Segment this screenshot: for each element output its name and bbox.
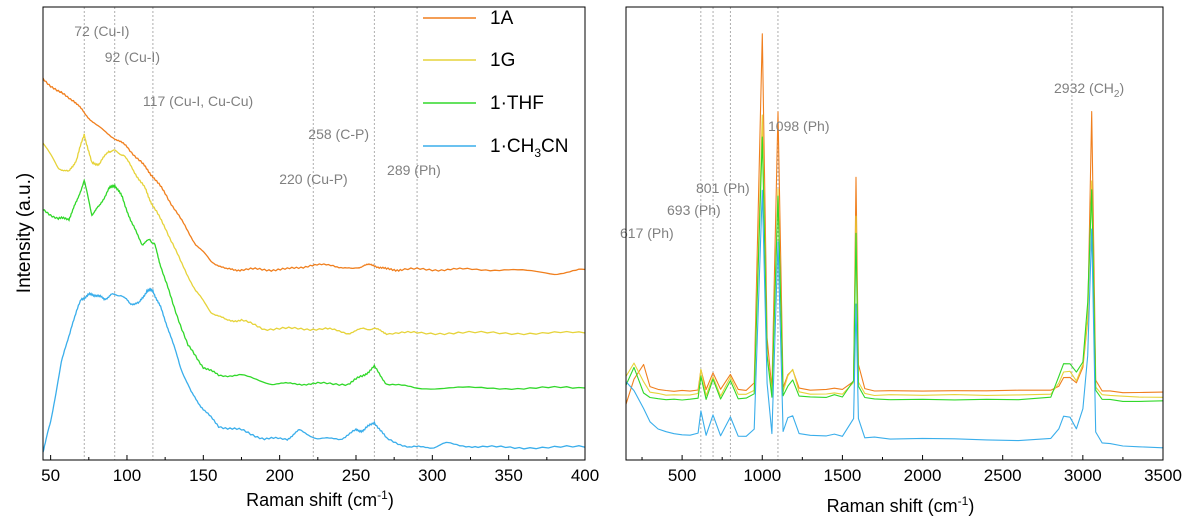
x-axis-label: Raman shift (cm-1) [246,488,394,510]
annotation-label: 617 (Ph) [620,225,674,241]
x-tick-label: 3000 [1064,466,1102,485]
annotation-label: 117 (Cu-I, Cu-Cu) [143,93,253,109]
legend: 1A 1G 1·THF 1·CH3CN [423,8,568,160]
series-line-2 [625,136,1164,402]
x-tick-label: 200 [265,466,293,485]
x-axis-label: Raman shift (cm-1) [827,494,975,516]
legend-label: 1·CH3CN [490,136,568,160]
x-tick-label: 300 [418,466,446,485]
annotation-label: 1098 (Ph) [768,118,829,134]
x-tick-label: 3500 [1144,466,1182,485]
series-line-0 [42,77,586,276]
x-tick-label: 400 [571,466,599,485]
left-raman-panel: 72 (Cu-I) 92 (Cu-I) 117 (Cu-I, Cu-Cu) 220 (… [14,6,599,510]
series-line-3 [625,189,1164,449]
annotation-label: 92 (Cu-I) [105,49,160,65]
x-tick-label: 500 [668,466,696,485]
legend-label: 1A [490,8,514,29]
annotation-label: 289 (Ph) [387,162,441,178]
x-tick-label: 2500 [984,466,1022,485]
legend-label: 1G [490,50,515,71]
y-axis-label: Intensity (a.u.) [14,173,35,293]
plot-frame [625,6,1164,461]
annotation-label: 258 (C-P) [308,126,369,142]
x-tick-label: 100 [113,466,141,485]
x-tick-label: 1500 [823,466,861,485]
plot-frame [42,6,586,461]
annotation-label: 2932 (CH2) [1054,80,1124,100]
annotation-label: 801 (Ph) [696,180,750,196]
series-line-0 [625,33,1164,405]
x-tick-label: 150 [189,466,217,485]
annotation-label: 693 (Ph) [667,202,721,218]
x-tick-label: 2000 [904,466,942,485]
series-line-3 [42,287,586,453]
series-line-2 [42,178,586,391]
x-tick-label: 250 [342,466,370,485]
series-line-1 [625,114,1164,398]
right-raman-panel: 617 (Ph) 693 (Ph) 801 (Ph) 1098 (Ph) 2932 (C… [620,6,1182,516]
x-tick-label: 350 [494,466,522,485]
legend-label: 1·THF [490,93,544,114]
series-line-1 [42,133,586,336]
annotation-label: 72 (Cu-I) [74,23,129,39]
x-tick-label: 50 [41,466,60,485]
annotation-label: 220 (Cu-P) [279,171,347,187]
x-tick-label: 1000 [743,466,781,485]
